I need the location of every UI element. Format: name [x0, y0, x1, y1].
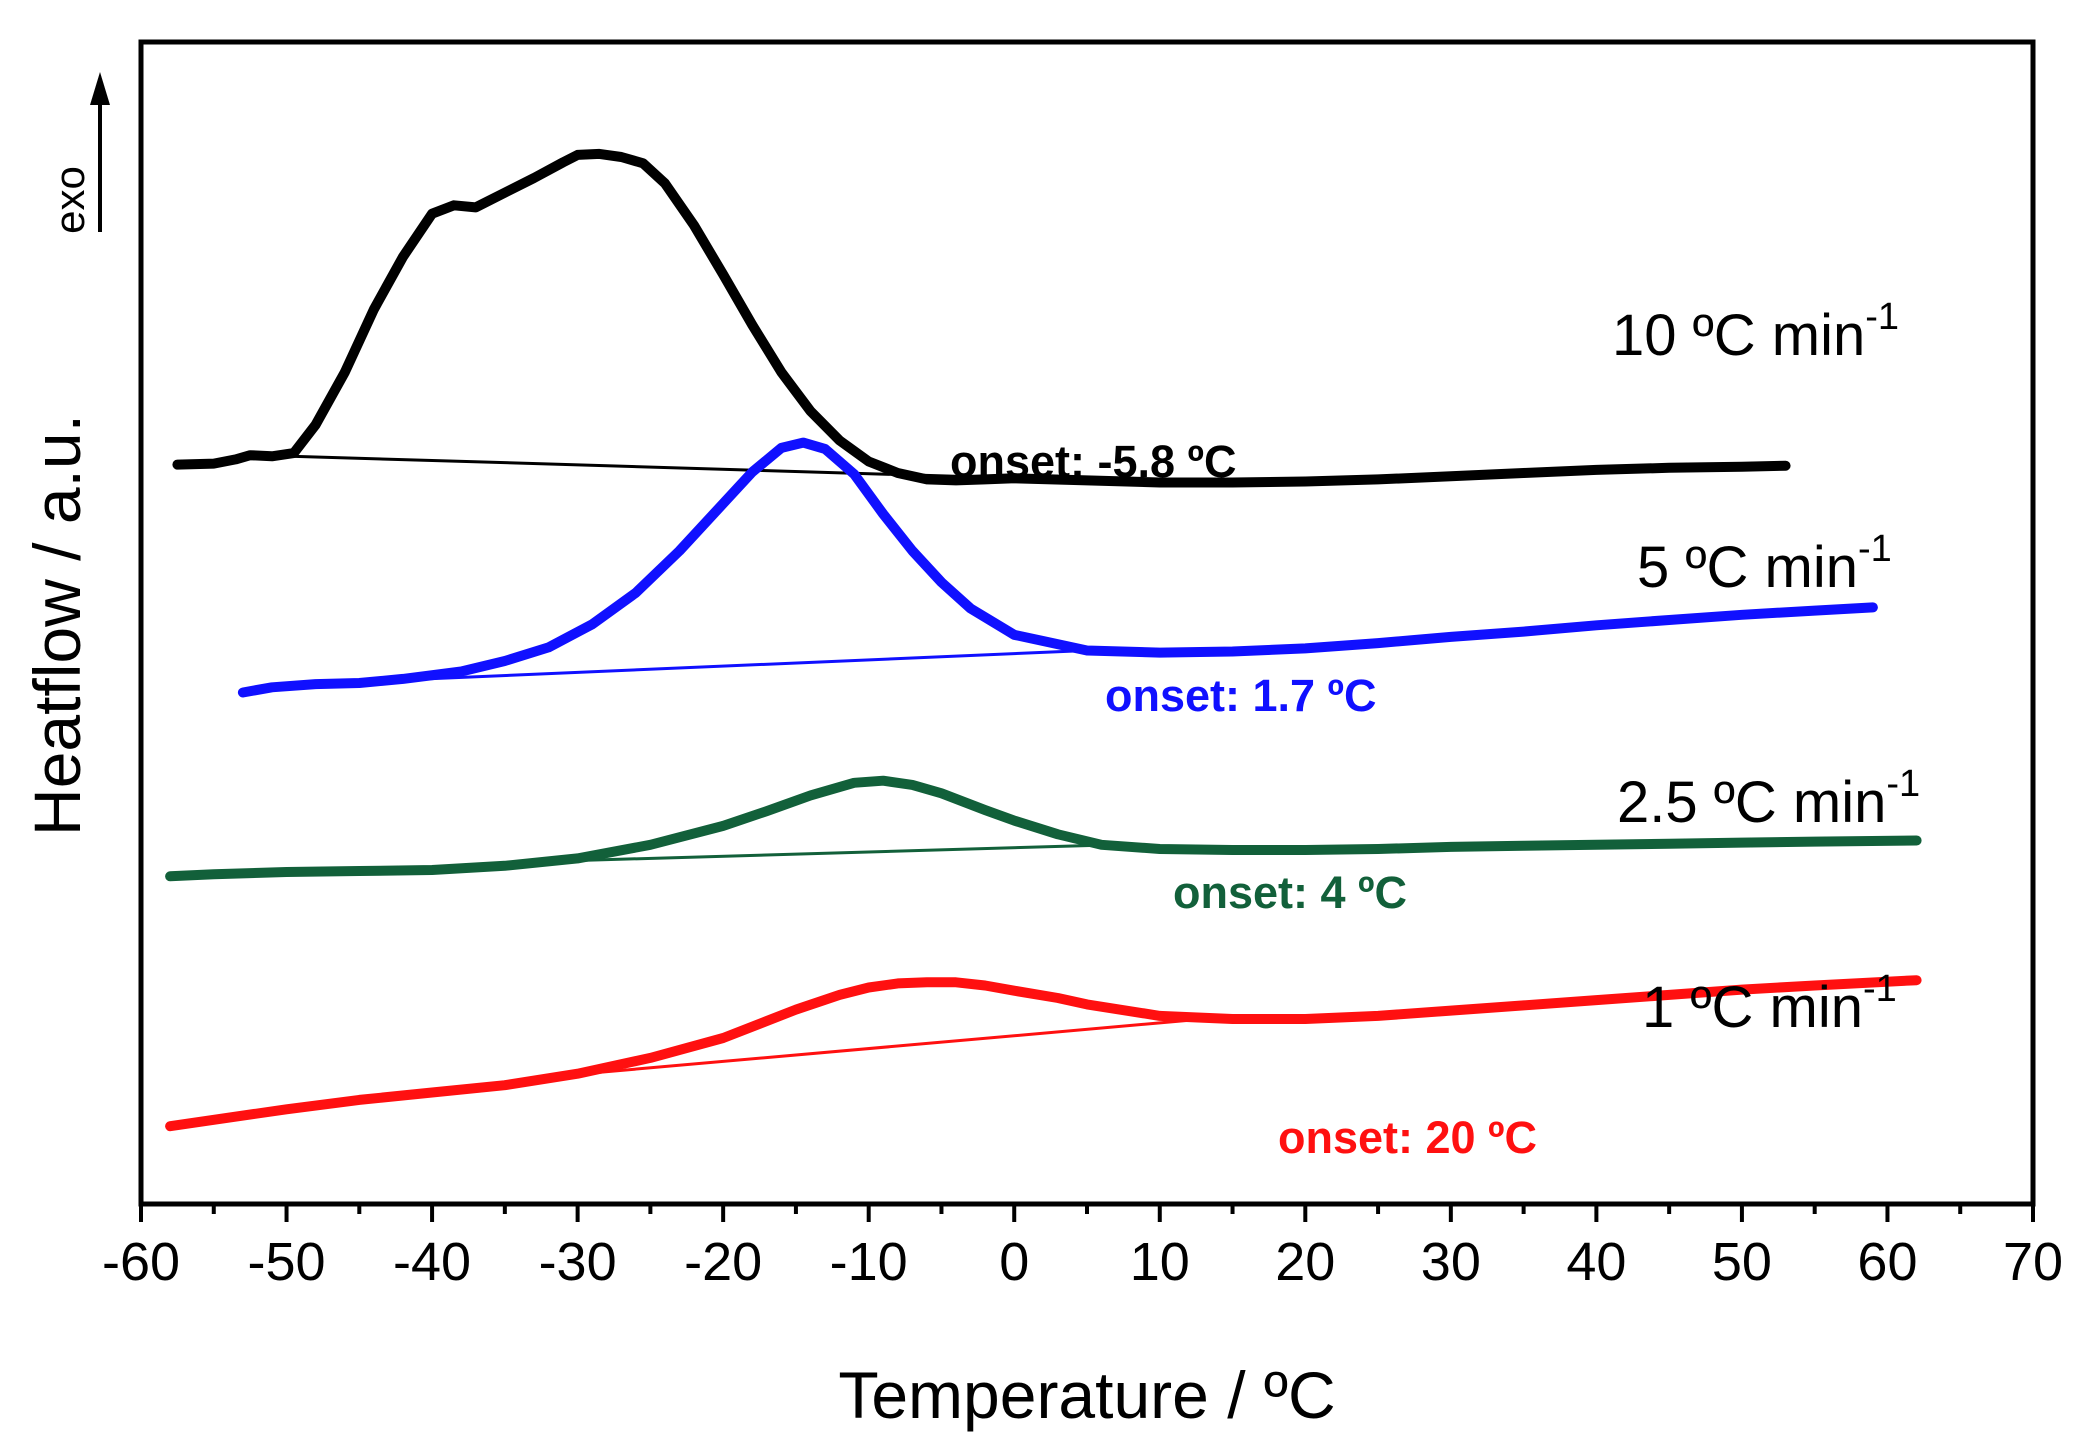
- x-tick-label: 0: [999, 1232, 1029, 1292]
- x-tick-label: -20: [684, 1232, 762, 1292]
- rate-label-10-exponent: -1: [1865, 296, 1899, 338]
- curve-series-2: [165, 775, 1922, 882]
- baseline-series-3: [548, 1017, 1204, 1079]
- x-tick-label: 40: [1566, 1232, 1626, 1292]
- x-tick-label: -50: [248, 1232, 326, 1292]
- onset-label-5: onset: 1.7 ºC: [1105, 670, 1377, 721]
- curve-series-1: [237, 437, 1878, 698]
- x-tick-label: -30: [539, 1232, 617, 1292]
- x-axis-title: Temperature / ºC: [838, 1358, 1335, 1432]
- baselines: [257, 453, 1204, 1079]
- x-axis-ticks: -60 -50 -40 -30 -20 -10 0 10 20 30 40 50 60 70: [102, 1204, 2063, 1292]
- curves: [165, 148, 1922, 1132]
- rate-label-10: 10 ºC min-1: [1612, 296, 1899, 368]
- x-tick-label: -40: [393, 1232, 471, 1292]
- x-tick-label: 30: [1421, 1232, 1481, 1292]
- rate-label-1-main: 1 ºC min: [1642, 975, 1863, 1040]
- x-tick-label: 20: [1275, 1232, 1335, 1292]
- x-tick-label: 70: [2003, 1232, 2063, 1292]
- x-tick-label: -60: [102, 1232, 180, 1292]
- x-tick-label: 50: [1712, 1232, 1772, 1292]
- exo-label: exo: [46, 166, 93, 234]
- exo-arrow-head: [90, 72, 110, 105]
- rate-label-5-main: 5 ºC min: [1637, 535, 1858, 600]
- rate-label-1: 1 ºC min-1: [1642, 968, 1897, 1040]
- x-tick-label: 10: [1130, 1232, 1190, 1292]
- rate-label-2-5-exponent: -1: [1886, 763, 1920, 805]
- curve-series-3: [165, 975, 1922, 1132]
- rate-label-5-exponent: -1: [1858, 528, 1892, 570]
- curve-series-0: [172, 148, 1791, 488]
- y-axis-title: Heatflow / a.u.: [20, 414, 94, 836]
- rate-label-1-exponent: -1: [1863, 968, 1897, 1010]
- baseline-series-1: [402, 649, 1088, 682]
- rate-label-5: 5 ºC min-1: [1637, 528, 1892, 600]
- onset-label-1: onset: 20 ºC: [1278, 1112, 1537, 1163]
- onset-label-2-5: onset: 4 ºC: [1173, 867, 1407, 918]
- x-tick-label: -10: [830, 1232, 908, 1292]
- baseline-series-2: [577, 843, 1117, 862]
- rate-label-10-main: 10 ºC min: [1612, 303, 1865, 368]
- rate-label-2-5: 2.5 ºC min-1: [1617, 763, 1920, 835]
- rate-label-2-5-main: 2.5 ºC min: [1617, 770, 1886, 835]
- x-tick-label: 60: [1857, 1232, 1917, 1292]
- onset-label-10: onset: -5.8 ºC: [950, 436, 1236, 487]
